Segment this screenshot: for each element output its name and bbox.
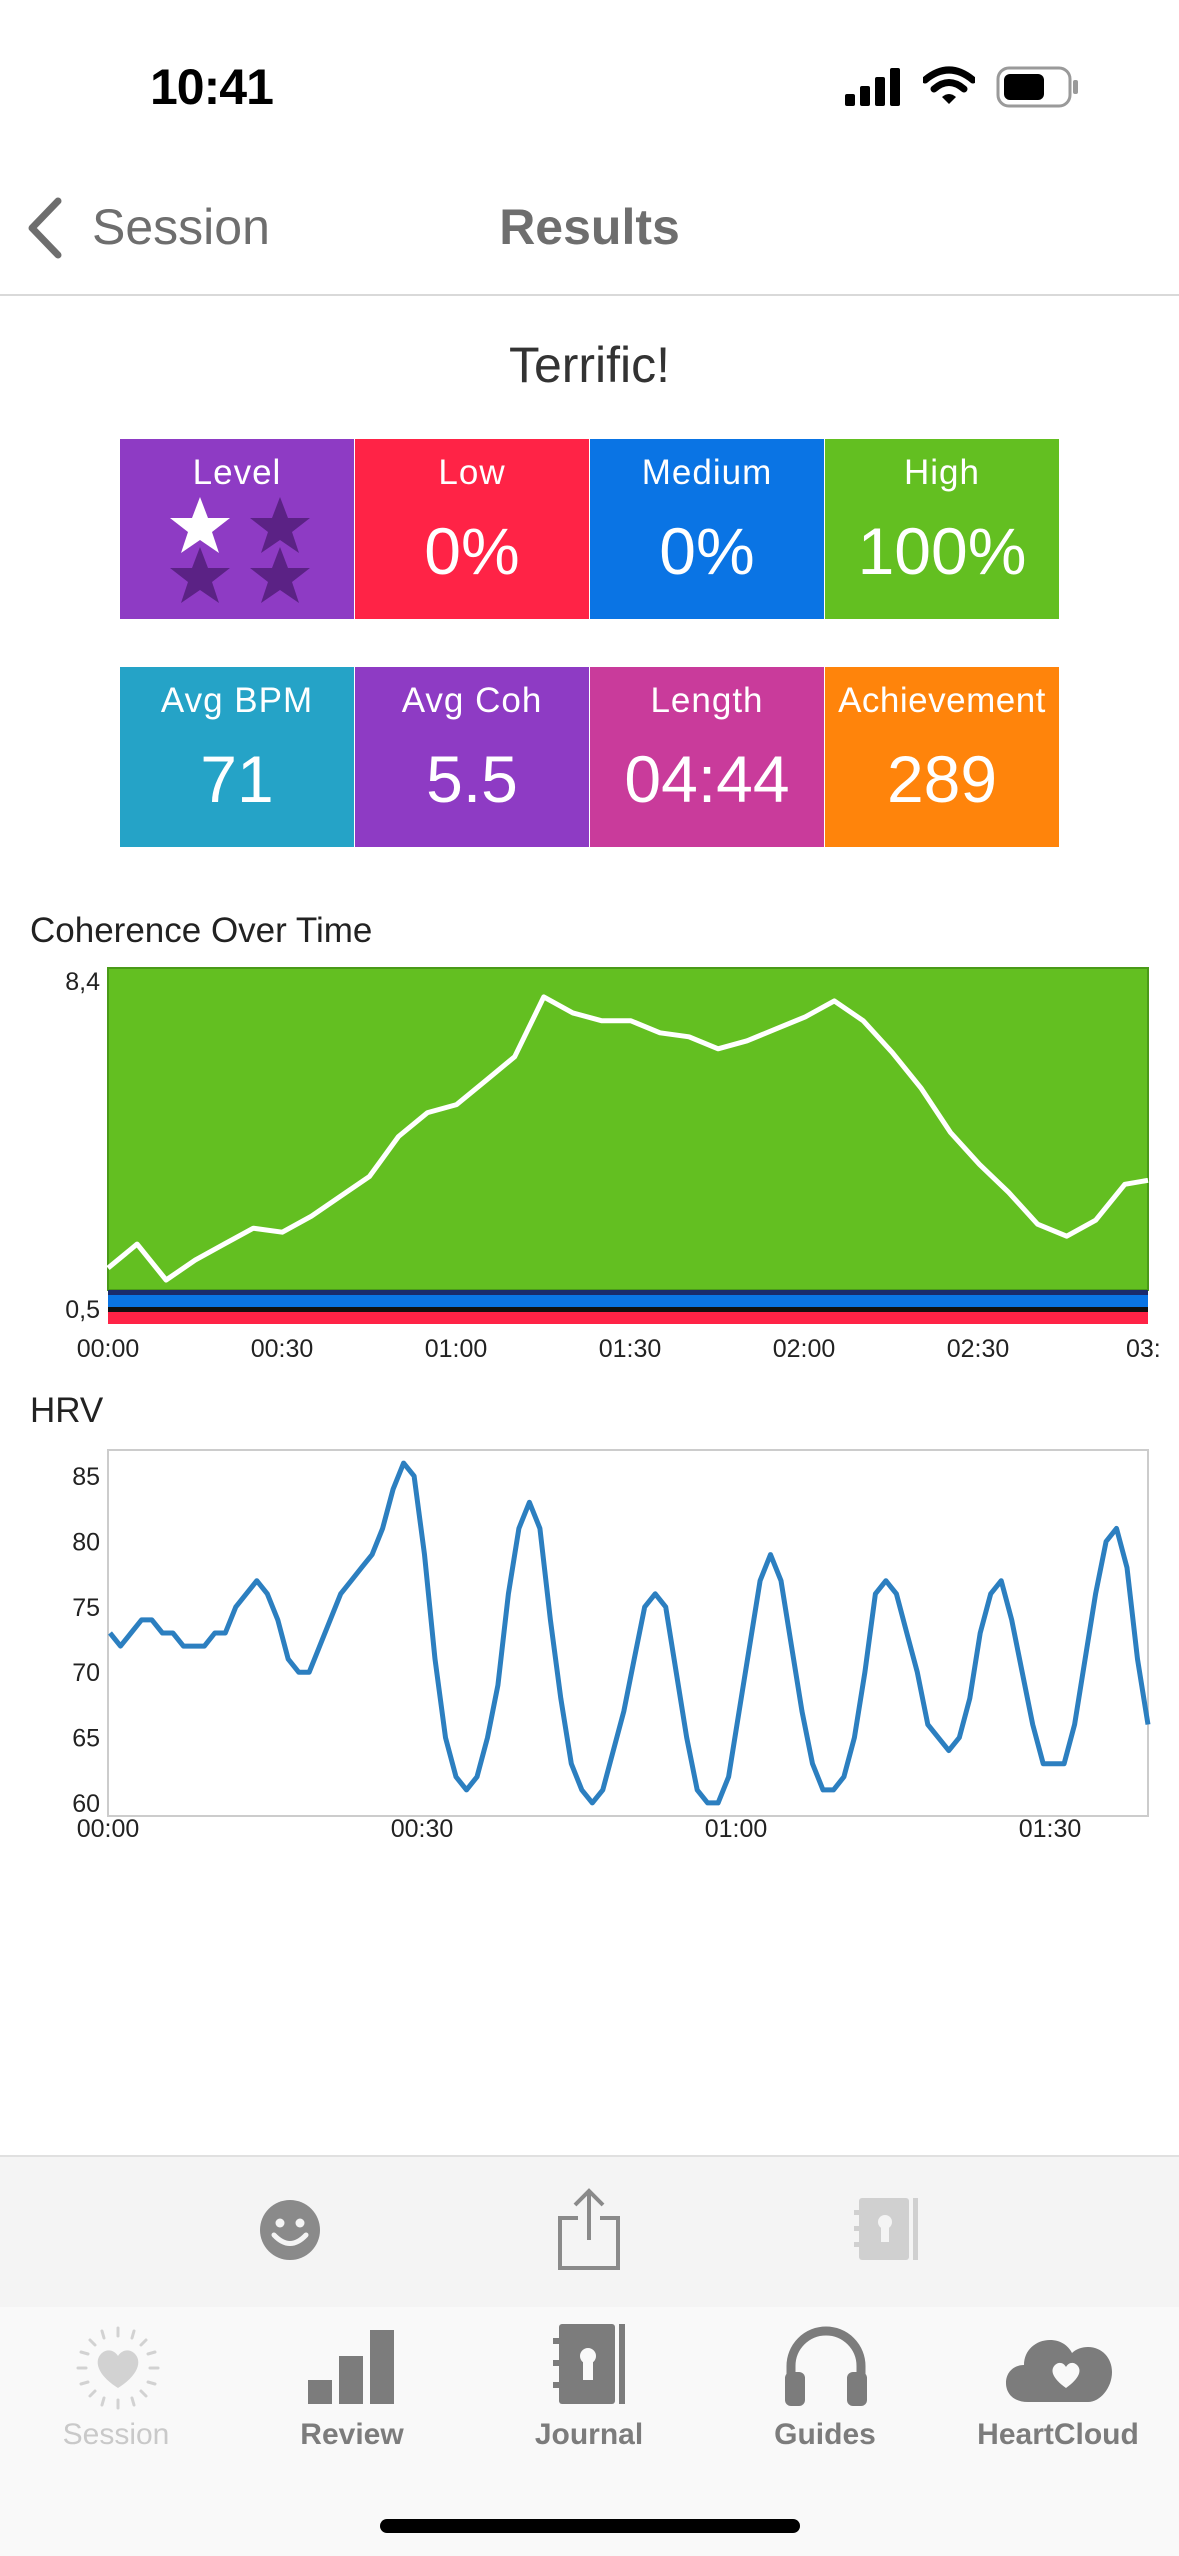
navigation-bar [0,170,1179,296]
coherence-x-tick: 01:30 [599,1335,662,1363]
level-label: Level [192,453,282,492]
headphones-icon [785,2326,867,2406]
length-label: Length [650,681,764,720]
coherence-x-tick: 01:00 [425,1335,488,1363]
home-indicator [380,2519,800,2533]
share-icon[interactable] [556,2188,622,2272]
hrv-y-tick: 60 [72,1790,100,1818]
tab-heartcloud[interactable]: HeartCloud [958,2318,1158,2468]
hrv-chart-title: HRV [30,1391,104,1430]
level-stars-icon [170,497,310,603]
heartcloud-icon [1006,2340,1112,2402]
achievement-tile: Achievement 289 [825,667,1059,847]
session-heart-icon [76,2326,160,2410]
level-tile: Level [120,439,354,619]
tab-journal-label: Journal [534,2418,644,2451]
hrv-x-tick: 01:00 [705,1815,768,1843]
coherence-x-tick: 02:00 [773,1335,836,1363]
hrv-y-tick: 65 [72,1725,100,1753]
coherence-zone-divider [108,1290,1148,1295]
coherence-chart-title: Coherence Over Time [30,911,373,950]
hrv-plot-area [107,1449,1149,1817]
coherence-line [106,994,1149,1283]
signal-icon [845,68,900,106]
coherence-zone-medium [108,1295,1148,1307]
achievement-label: Achievement [838,681,1046,720]
tab-review[interactable]: Review [252,2318,452,2468]
hrv-line [108,1460,1151,1806]
avg-coh-value: 5.5 [426,742,518,816]
low-label: Low [438,453,506,492]
journal-book-icon [553,2324,625,2404]
avg-coh-label: Avg Coh [401,681,543,720]
back-button[interactable]: Session [92,199,270,255]
coherence-y-tick: 0,5 [65,1296,100,1324]
hrv-chart: 85 80 75 70 65 60 00:00 00:30 01:00 01:30 [72,1449,1151,1843]
avg-bpm-value: 71 [200,742,274,816]
avg-bpm-tile: Avg BPM 71 [120,667,354,847]
tab-session-label: Session [62,2418,170,2451]
coherence-zone-low [108,1312,1148,1324]
high-tile: High 100% [825,439,1059,619]
journal-icon[interactable] [853,2196,923,2262]
coherence-zone-high [107,967,1149,1291]
page-title: Results [499,199,680,255]
coherence-x-tick: 02:30 [947,1335,1010,1363]
hrv-x-tick: 01:30 [1019,1815,1082,1843]
coherence-chart: 8,4 0,5 00:00 00:30 01:00 01:30 02:00 02:30 03… [65,967,1161,1363]
tab-journal[interactable]: Journal [489,2318,689,2468]
medium-label: Medium [641,453,773,492]
hrv-y-tick: 85 [72,1463,100,1491]
smiley-icon[interactable] [258,2198,322,2262]
battery-icon [996,66,1078,108]
avg-bpm-label: Avg BPM [160,681,314,720]
coherence-zone-divider-low [108,1307,1148,1312]
hrv-x-tick: 00:30 [391,1815,454,1843]
back-chevron-icon[interactable] [22,195,72,261]
low-tile: Low 0% [355,439,589,619]
coherence-y-tick: 8,4 [65,968,100,996]
coherence-x-tick: 00:00 [77,1335,140,1363]
tab-heartcloud-label: HeartCloud [977,2418,1139,2451]
coherence-x-tick: 00:30 [251,1335,314,1363]
bar-chart-icon [308,2330,394,2404]
wifi-icon [923,66,975,104]
medium-value: 0% [659,514,755,588]
high-value: 100% [857,514,1027,588]
tab-guides-label: Guides [774,2418,876,2451]
medium-tile: Medium 0% [590,439,824,619]
high-label: High [904,453,980,492]
length-value: 04:44 [624,742,790,816]
length-tile: Length 04:44 [590,667,824,847]
achievement-value: 289 [886,742,998,816]
session-rating: Terrific! [508,337,671,393]
hrv-y-tick: 80 [72,1529,100,1557]
hrv-x-tick: 00:00 [77,1815,140,1843]
tab-guides[interactable]: Guides [725,2318,925,2468]
low-value: 0% [424,514,520,588]
hrv-y-tick: 70 [72,1659,100,1687]
tab-session[interactable]: Session [16,2318,216,2468]
coherence-x-tick: 03: [1126,1335,1161,1363]
tab-review-label: Review [300,2418,404,2451]
hrv-y-tick: 75 [72,1594,100,1622]
status-time: 10:41 [150,59,274,115]
avg-coh-tile: Avg Coh 5.5 [355,667,589,847]
